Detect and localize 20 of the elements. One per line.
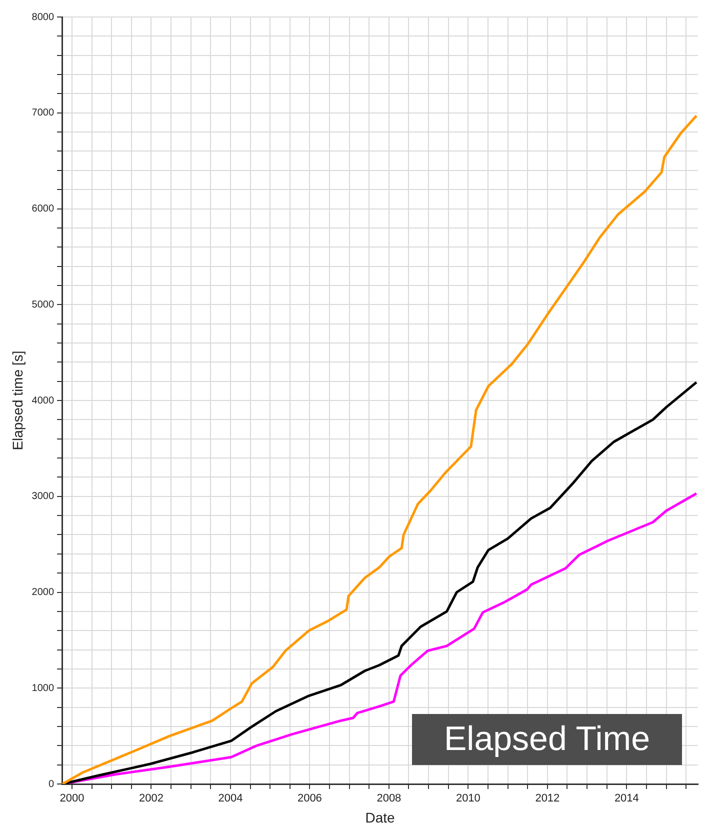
- x-tick-label: 2010: [456, 792, 480, 805]
- x-axis-title: Date: [365, 809, 396, 826]
- y-tick-label: 1000: [32, 682, 54, 694]
- y-tick-label: 8000: [32, 12, 54, 23]
- x-tick-label: 2008: [376, 792, 402, 805]
- x-tick-label: 2012: [535, 792, 560, 805]
- y-tick-label: 4000: [32, 395, 54, 406]
- x-tick-label: 2014: [614, 792, 639, 805]
- x-tick-label: 2006: [297, 792, 322, 805]
- x-tick-label: 2000: [60, 792, 84, 805]
- annotation: Elapsed Time: [412, 714, 682, 765]
- y-tick-label: 6000: [32, 204, 54, 214]
- y-tick-label: 0: [48, 778, 54, 790]
- y-axis-title: Elapsed time [s]: [9, 350, 26, 450]
- y-tick-label: 7000: [32, 108, 54, 119]
- x-tick-label: 2004: [218, 792, 243, 805]
- x-tick-label: 2002: [138, 792, 164, 805]
- y-tick-label: 5000: [32, 299, 54, 310]
- y-tick-label: 3000: [32, 491, 54, 502]
- y-tick-label: 2000: [32, 587, 54, 598]
